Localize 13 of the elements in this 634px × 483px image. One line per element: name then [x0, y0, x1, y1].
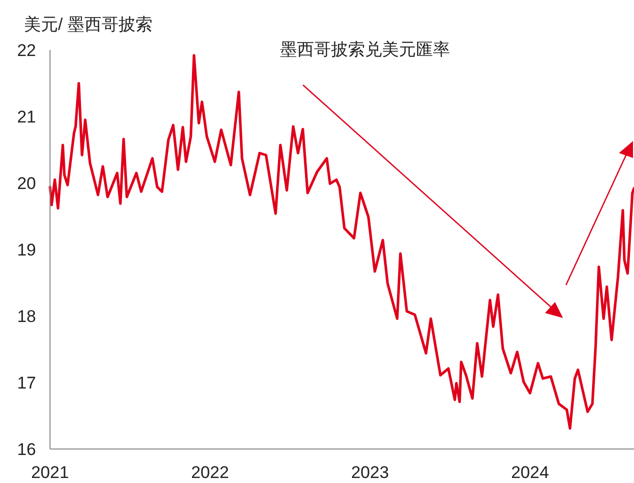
- x-tick-label: 2023: [351, 463, 389, 482]
- y-tick-label: 17: [17, 374, 36, 392]
- y-tick-label: 20: [17, 174, 36, 193]
- y-tick-label: 18: [17, 307, 36, 326]
- x-tick-label: 2021: [31, 463, 69, 482]
- y-axis-title: 美元/ 墨西哥披索: [24, 15, 152, 34]
- y-tick-label: 19: [17, 240, 36, 260]
- x-tick-label: 2022: [191, 463, 229, 482]
- x-tick-label: 2024: [511, 463, 549, 482]
- y-tick-label: 21: [17, 108, 36, 126]
- y-tick-label: 22: [17, 41, 36, 60]
- y-tick-label: 16: [17, 440, 36, 459]
- chart-title: 墨西哥披索兑美元匯率: [280, 40, 450, 59]
